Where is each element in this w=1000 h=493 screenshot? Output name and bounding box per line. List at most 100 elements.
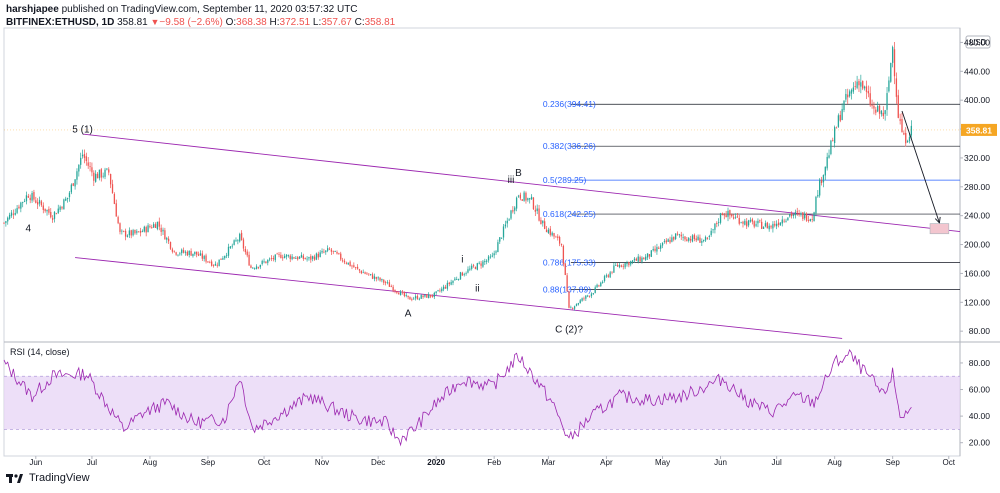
author-name[interactable]: harshjapee bbox=[6, 4, 59, 15]
candle-body bbox=[106, 168, 108, 170]
candle-body bbox=[14, 212, 16, 215]
candle-body bbox=[673, 236, 675, 240]
candle-body bbox=[201, 253, 203, 259]
rsi-title: RSI (14, close) bbox=[10, 347, 70, 357]
candle-body bbox=[875, 109, 877, 113]
low-value: 357.67 bbox=[321, 17, 352, 28]
candle-body bbox=[360, 270, 362, 274]
candle-body bbox=[828, 155, 830, 158]
candle-body bbox=[293, 257, 295, 259]
candle-body bbox=[225, 255, 228, 257]
channel-lower-line bbox=[75, 257, 843, 339]
candle-body bbox=[76, 171, 78, 180]
candle-body bbox=[727, 210, 729, 217]
candle-body bbox=[250, 265, 252, 268]
candle-body bbox=[888, 80, 890, 92]
candle-body bbox=[401, 291, 404, 293]
candle-body bbox=[267, 259, 269, 263]
candle-body bbox=[18, 206, 20, 209]
candle-body bbox=[209, 262, 211, 264]
candle-body bbox=[708, 235, 710, 238]
candle-body bbox=[396, 291, 398, 293]
candle-body bbox=[283, 256, 286, 259]
y-tick-label: 440.00 bbox=[964, 66, 990, 76]
candle-body bbox=[777, 222, 780, 225]
candle-body bbox=[527, 198, 529, 201]
candle-body bbox=[802, 212, 804, 219]
candle-body bbox=[609, 272, 611, 278]
candle-body bbox=[873, 105, 875, 109]
candle-body bbox=[633, 258, 636, 261]
candle-body bbox=[658, 247, 660, 249]
candle-body bbox=[729, 210, 731, 216]
candle-body bbox=[22, 202, 24, 203]
candle-body bbox=[553, 233, 555, 237]
candle-body bbox=[832, 140, 834, 142]
candle-body bbox=[761, 221, 763, 229]
candle-body bbox=[862, 80, 864, 89]
low-label: L: bbox=[312, 17, 322, 28]
candle-body bbox=[233, 240, 235, 245]
candle-body bbox=[50, 211, 52, 218]
candle-body bbox=[487, 256, 490, 261]
candle-body bbox=[87, 162, 89, 166]
candle-body bbox=[370, 274, 372, 275]
symbol-label[interactable]: BITFINEX:ETHUSD, 1D bbox=[6, 17, 115, 28]
candle-body bbox=[40, 201, 43, 206]
candle-body bbox=[149, 226, 151, 228]
candle-body bbox=[602, 281, 604, 283]
candle-body bbox=[774, 223, 776, 226]
candle-body bbox=[426, 294, 428, 298]
wave-label: 4 bbox=[26, 224, 32, 235]
candle-body bbox=[848, 91, 851, 97]
candle-body bbox=[429, 294, 432, 297]
candle-body bbox=[153, 224, 155, 228]
candle-body bbox=[719, 213, 722, 223]
candle-body bbox=[469, 268, 471, 270]
candle-body bbox=[645, 256, 647, 260]
candle-body bbox=[377, 277, 379, 279]
candle-body bbox=[493, 253, 495, 256]
candle-body bbox=[254, 268, 256, 270]
candle-body bbox=[514, 207, 516, 211]
tradingview-brand[interactable]: TradingView bbox=[29, 472, 90, 484]
candle-body bbox=[691, 235, 694, 242]
candle-body bbox=[878, 105, 881, 114]
candle-body bbox=[624, 263, 626, 268]
candle-body bbox=[641, 257, 643, 262]
candle-body bbox=[906, 141, 909, 143]
rsi-band bbox=[4, 376, 960, 430]
candle-body bbox=[257, 266, 260, 268]
projection-arrow-head bbox=[934, 216, 941, 224]
y-tick-label: 400.00 bbox=[964, 95, 990, 105]
candle-body bbox=[699, 237, 701, 243]
candle-body bbox=[5, 221, 7, 223]
candle-body bbox=[890, 63, 892, 82]
candle-body bbox=[169, 241, 172, 249]
candle-body bbox=[732, 217, 735, 219]
candle-body bbox=[128, 230, 131, 236]
candle-body bbox=[686, 239, 688, 242]
candle-body bbox=[321, 251, 323, 253]
candle-body bbox=[72, 183, 74, 186]
candle-body bbox=[615, 265, 617, 266]
candle-body bbox=[886, 93, 888, 110]
candle-body bbox=[663, 241, 666, 242]
candle-body bbox=[70, 184, 73, 193]
candle-body bbox=[620, 265, 623, 267]
candle-body bbox=[80, 157, 82, 165]
candle-body bbox=[682, 237, 684, 239]
wave-label: A bbox=[405, 309, 412, 320]
x-tick-label: Mar bbox=[542, 458, 556, 467]
candle-body bbox=[521, 199, 523, 201]
candle-body bbox=[207, 261, 209, 263]
candle-body bbox=[218, 259, 220, 266]
candle-body bbox=[300, 254, 303, 258]
candle-body bbox=[755, 224, 757, 226]
candle-body bbox=[839, 114, 841, 121]
candle-body bbox=[386, 282, 389, 284]
candle-body bbox=[109, 173, 112, 185]
candle-body bbox=[643, 257, 645, 260]
candle-body bbox=[166, 237, 168, 240]
